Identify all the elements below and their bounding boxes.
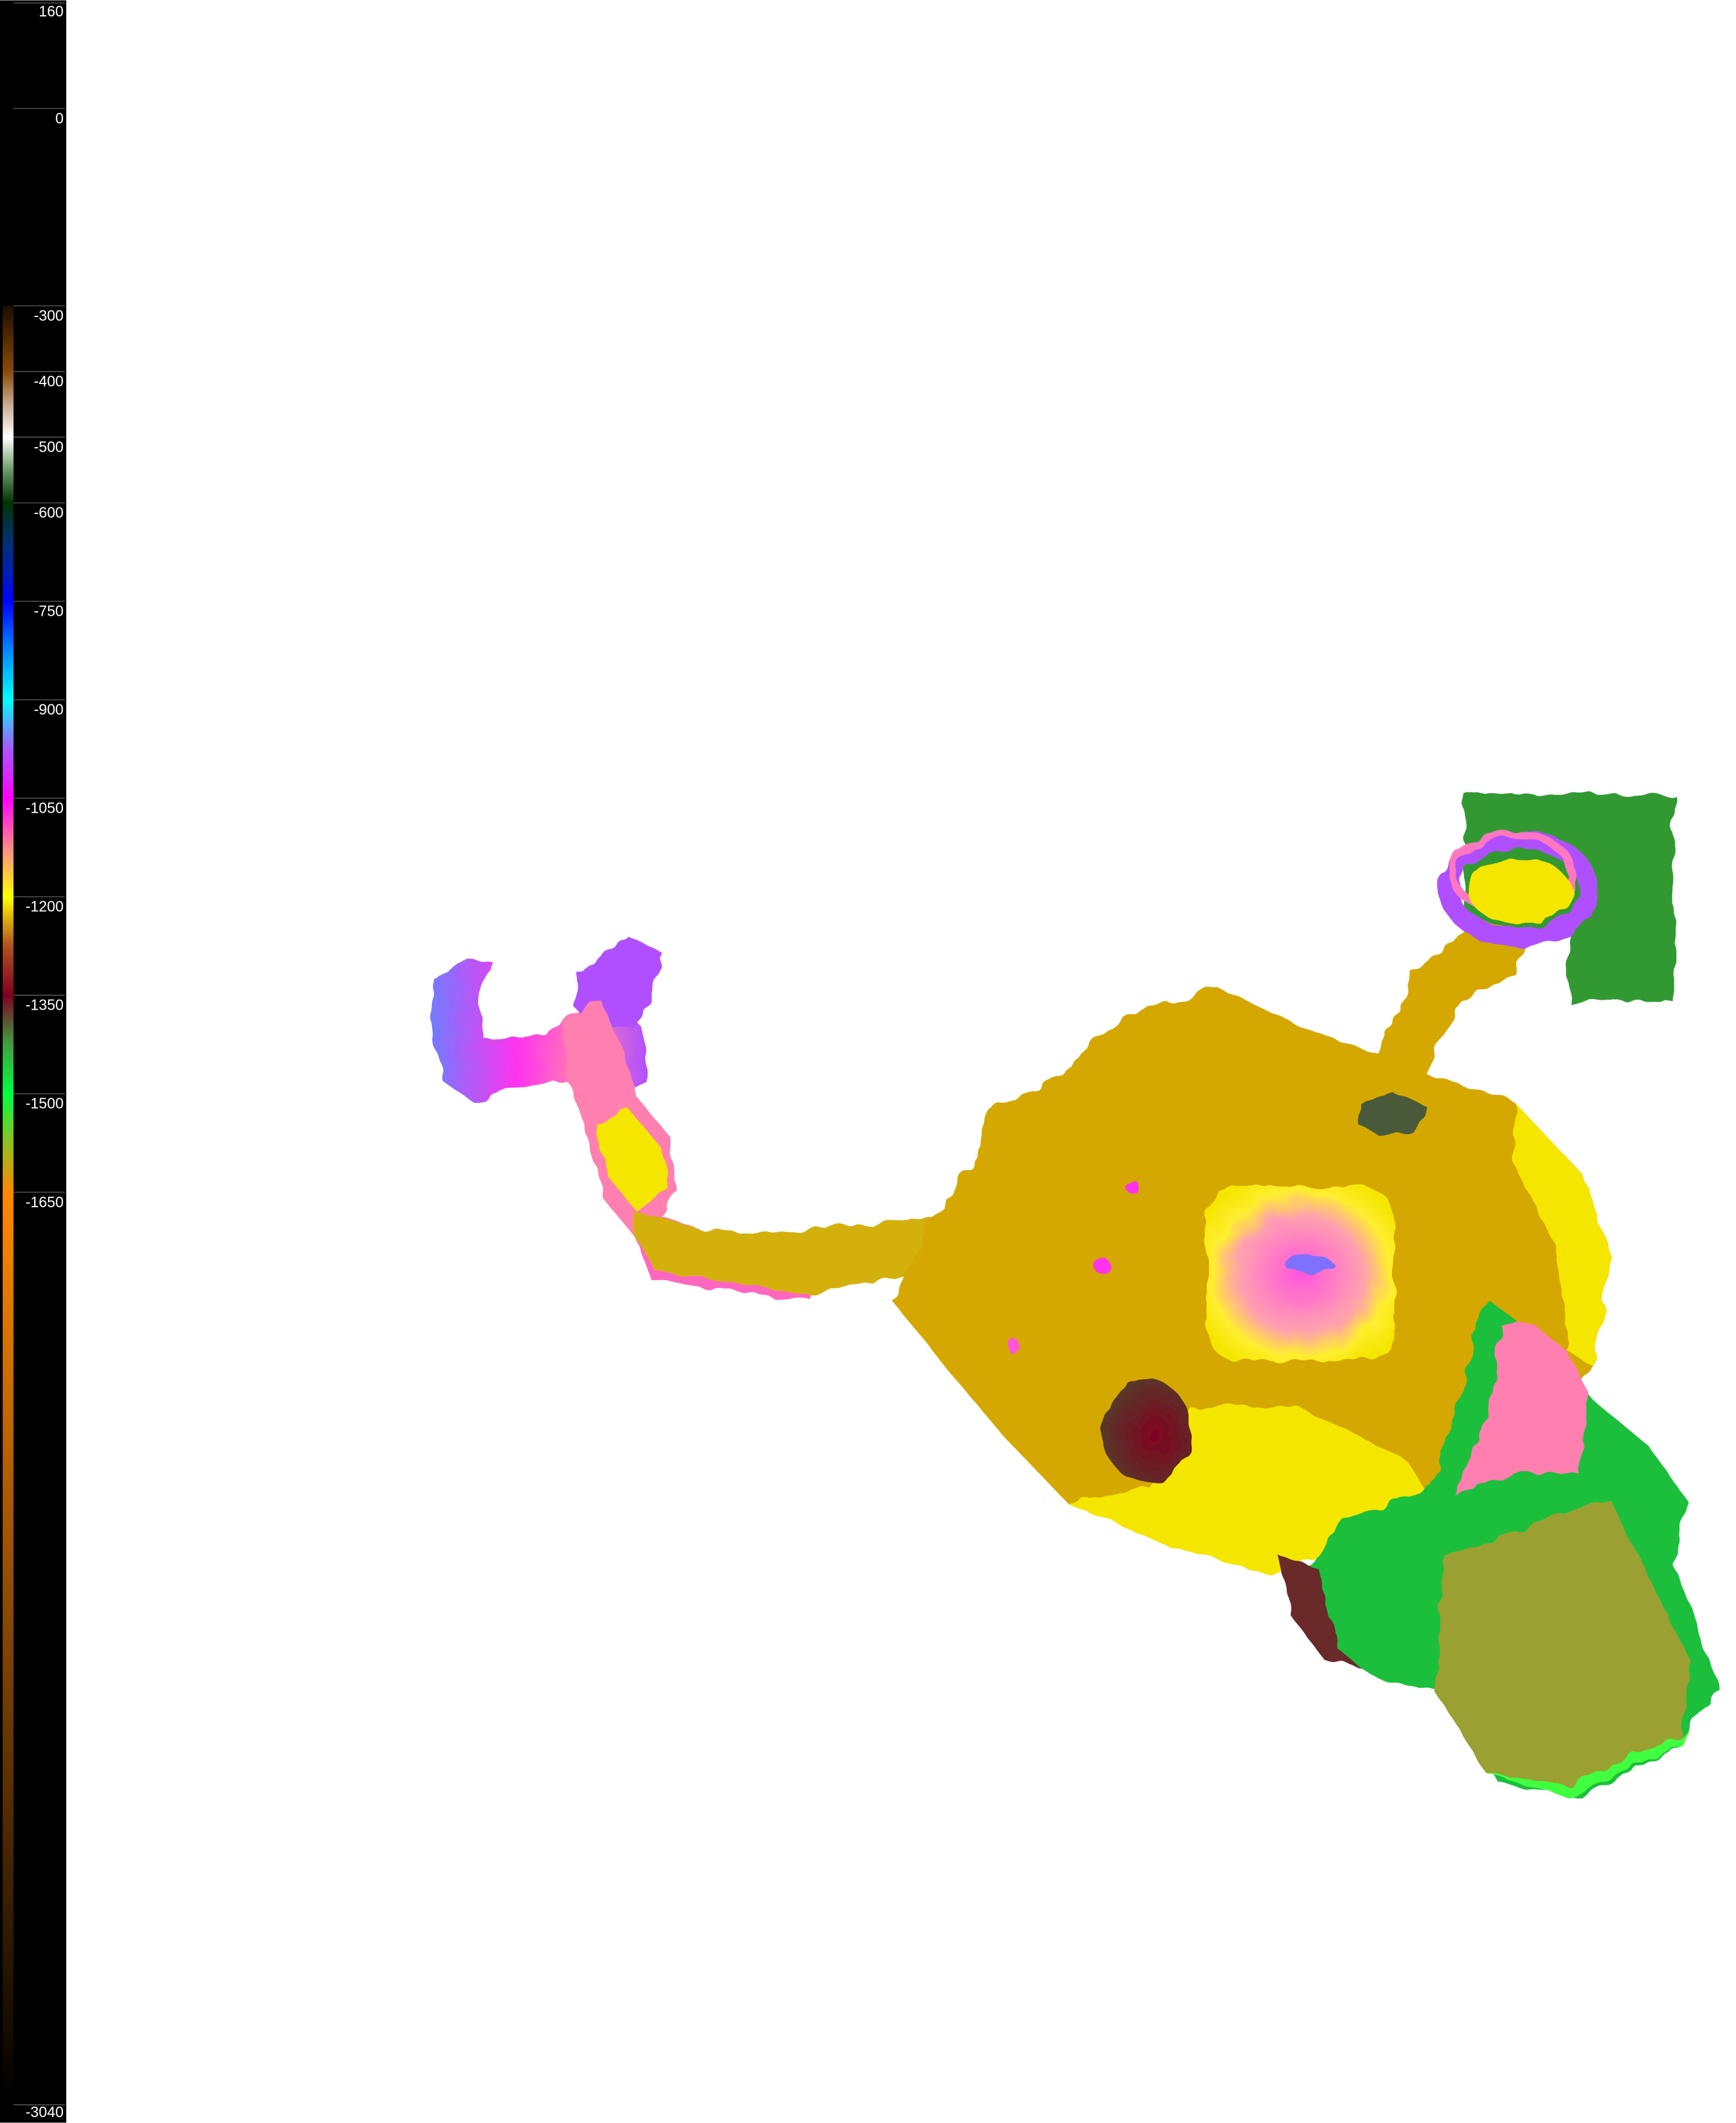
legend-tick-label: -1050 xyxy=(26,800,64,817)
central-square xyxy=(1207,1187,1395,1361)
legend-tick-label: -900 xyxy=(33,701,63,718)
west-arm-yellow xyxy=(595,1109,670,1211)
legend-tick-label: -600 xyxy=(33,504,63,521)
magenta-spot xyxy=(1007,1340,1021,1354)
west-corridor-edge xyxy=(635,1237,812,1301)
magenta-spot xyxy=(1093,1257,1110,1274)
ne-ring xyxy=(1438,830,1598,947)
legend-tick-label: -500 xyxy=(33,439,63,456)
ne-ring-center xyxy=(1468,859,1571,924)
depth-legend: 160 0 -300 -400 -500 -600 -750 -900 -1050 -1200 -1… xyxy=(0,0,66,2123)
se-light-green-edge xyxy=(1487,1730,1690,1799)
dark-red-pit xyxy=(1102,1379,1192,1482)
legend-ticks: 160 0 -300 -400 -500 -600 -750 -900 -1050 -1200 -1… xyxy=(13,3,65,2120)
legend-tick-label: -1200 xyxy=(26,898,64,915)
legend-tick-label: -1500 xyxy=(26,1095,64,1112)
dark-spot xyxy=(1356,1092,1427,1136)
se-pink-strip xyxy=(1453,1325,1589,1494)
se-olive-block xyxy=(1435,1498,1690,1799)
se-dark-red xyxy=(1277,1555,1359,1666)
west-corridor xyxy=(632,1210,953,1296)
legend-tick-label: -750 xyxy=(33,603,63,620)
legend-tick-label: -300 xyxy=(33,307,63,324)
central-blue-spot xyxy=(1284,1256,1334,1273)
cave-survey xyxy=(429,794,1720,1799)
legend-color-bar xyxy=(3,305,14,2105)
east-rim xyxy=(1514,1102,1612,1366)
legend-tick-label: -400 xyxy=(33,373,63,390)
ne-corridor xyxy=(1358,919,1528,1109)
legend-tick-label: 0 xyxy=(55,110,64,127)
legend-tick-label: -1650 xyxy=(26,1193,64,1211)
magenta-spot xyxy=(1126,1180,1140,1194)
legend-tick-label: -1350 xyxy=(26,997,64,1014)
legend-tick-label: -3040 xyxy=(26,2103,64,2120)
legend-tick-label: 160 xyxy=(39,3,64,20)
